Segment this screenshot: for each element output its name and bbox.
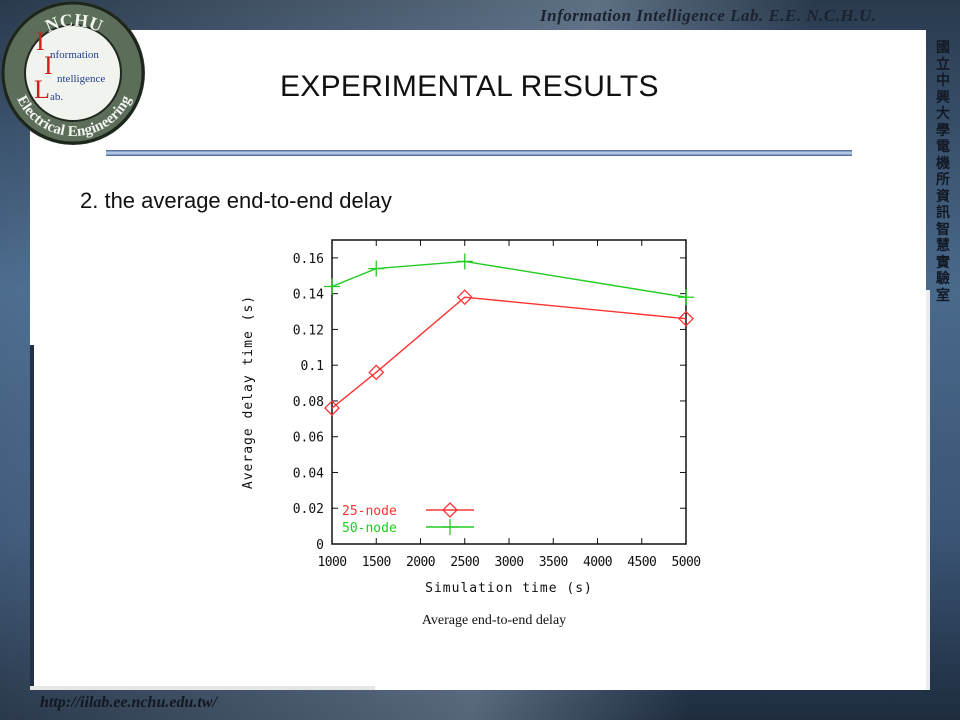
left-edge-bar — [30, 345, 34, 690]
y-tick-label: 0.1 — [301, 359, 324, 374]
diamond-marker — [678, 310, 694, 327]
logo-letter-2: I — [44, 51, 53, 80]
series-line — [331, 260, 687, 298]
logo-letter-3: L — [34, 75, 50, 104]
y-tick-label: 0.16 — [293, 252, 324, 267]
vertical-lab-name: 國立中興大學電機所資訊智慧實驗室 — [936, 40, 950, 304]
logo-line-1: nformation — [50, 49, 99, 61]
y-tick-label: 0.14 — [293, 288, 324, 303]
legend-label: 25-node — [342, 504, 397, 519]
plus-marker — [324, 278, 340, 295]
y-tick-label: 0.08 — [293, 395, 324, 410]
diamond-marker — [442, 502, 458, 518]
y-axis-label: Average delay time (s) — [241, 295, 256, 489]
logo-line-2: ntelligence — [57, 73, 105, 85]
series-1 — [324, 253, 694, 306]
x-tick-label: 3500 — [539, 555, 568, 570]
y-tick-label: 0.04 — [293, 466, 324, 481]
plus-marker — [368, 260, 385, 277]
diamond-marker — [456, 289, 473, 306]
right-edge-bar — [926, 290, 930, 690]
bottom-strip — [30, 686, 375, 690]
x-tick-label: 5000 — [672, 555, 701, 570]
logo-line-3: ab. — [50, 91, 63, 103]
x-tick-label: 2000 — [406, 555, 435, 570]
plus-marker — [678, 289, 694, 306]
plus-marker — [456, 253, 473, 270]
x-tick-label: 2500 — [450, 555, 479, 570]
slide-canvas — [30, 30, 926, 690]
x-tick-label: 4500 — [627, 555, 656, 570]
diamond-marker — [324, 400, 340, 417]
plot-frame — [331, 239, 687, 545]
y-tick-label: 0.06 — [293, 431, 324, 446]
lab-header: Information Intelligence Lab. E.E. N.C.H… — [540, 6, 877, 25]
x-axis-label: Simulation time (s) — [425, 581, 593, 596]
series-line — [331, 296, 687, 409]
y-tick-label: 0.02 — [293, 502, 324, 517]
footer-url: http://iilab.ee.nchu.edu.tw/ — [40, 694, 217, 711]
x-tick-label: 1500 — [362, 555, 391, 570]
chart-caption: Average end-to-end delay — [422, 613, 566, 628]
series-0 — [324, 289, 694, 417]
delay-line-chart: 0 0.02 0.04 0.06 0.08 0.1 0.12 0.14 0.16 1000 1500… — [241, 239, 701, 628]
title-rule — [106, 150, 852, 156]
plus-marker — [442, 519, 458, 535]
x-tick-label: 4000 — [583, 555, 612, 570]
x-tick-label: 3000 — [495, 555, 524, 570]
y-tick-label: 0.12 — [293, 323, 324, 338]
slide-title: EXPERIMENTAL RESULTS — [280, 70, 659, 103]
nchu-logo: NCHU Electrical Engineering I nformation… — [1, 1, 145, 145]
logo-letter-1: I — [36, 27, 45, 56]
x-tick-label: 1000 — [318, 555, 347, 570]
diamond-marker — [368, 364, 385, 381]
legend-label: 50-node — [342, 521, 397, 536]
y-tick-label: 0 — [316, 538, 324, 553]
slide-subtitle: 2. the average end-to-end delay — [80, 188, 392, 213]
